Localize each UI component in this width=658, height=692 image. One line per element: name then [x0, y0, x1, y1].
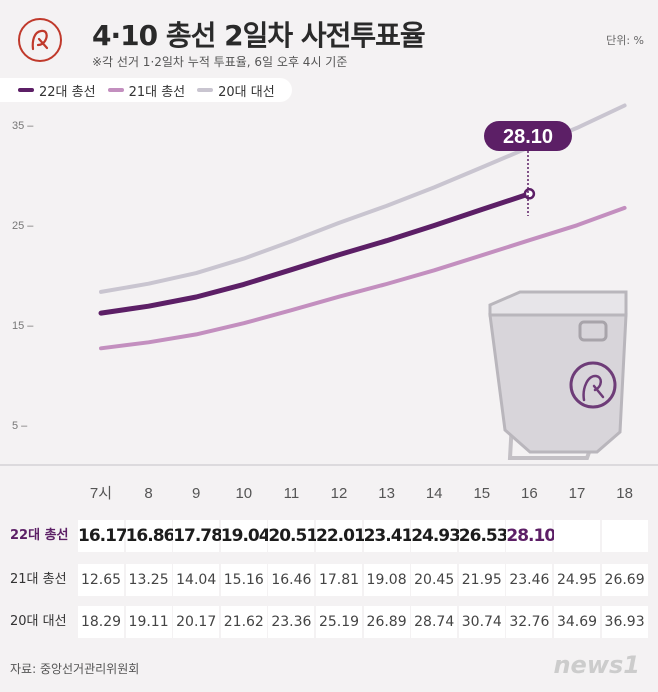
table-cell: 28.74 — [411, 606, 458, 638]
table-cell: 19.08 — [363, 564, 410, 596]
legend: 22대 총선 21대 총선 20대 대선 — [0, 78, 292, 102]
table-cell: 23.36 — [268, 606, 315, 638]
x-tick-label: 12 — [331, 485, 348, 502]
x-tick-label: 15 — [473, 485, 490, 502]
table-cell: 32.76 — [506, 606, 553, 638]
table-cell: 28.10 — [506, 520, 556, 552]
y-tick-label: 25 – — [12, 220, 34, 232]
table-cell: 20.45 — [411, 564, 458, 596]
table-cell: 19.04 — [220, 520, 271, 552]
y-tick-label: 15 – — [12, 320, 34, 332]
table-cell: 12.65 — [78, 564, 124, 596]
page-subtitle: ※각 선거 1·2일차 누적 투표율, 6일 오후 4시 기준 — [92, 55, 348, 69]
table-cell: 24.95 — [554, 564, 600, 596]
table-cell: 19.11 — [125, 606, 172, 638]
table-cell: 16.46 — [268, 564, 315, 596]
x-tick-label: 10 — [235, 485, 252, 502]
table-cell: 30.74 — [458, 606, 505, 638]
table-cell: 24.93 — [411, 520, 461, 552]
table-cell: 17.81 — [316, 564, 362, 596]
table-row-21: 21대 총선 12.65 13.25 14.04 15.16 16.46 17.81 19.… — [0, 562, 658, 598]
x-tick-label: 7시 — [90, 485, 112, 502]
table-cell: 20.17 — [173, 606, 220, 638]
row-label: 21대 총선 — [10, 572, 67, 587]
table-row-20: 20대 대선 18.29 19.11 20.17 21.62 23.36 25.19 26.… — [0, 604, 658, 640]
x-axis-labels: 7시 8 9 10 11 12 13 14 15 16 17 18 — [90, 485, 633, 502]
unit-label: 단위: % — [606, 34, 644, 47]
table-cell — [601, 520, 648, 552]
x-tick-label: 9 — [192, 485, 200, 502]
legend-line-20-icon — [197, 88, 214, 92]
table-cell: 34.69 — [554, 606, 600, 638]
table-cell: 22.01 — [316, 520, 366, 552]
table-cell: 17.78 — [173, 520, 223, 552]
page-title: 4·10 총선 2일차 사전투표율 — [92, 19, 426, 52]
source-note: 자료: 중앙선거관리위원회 — [10, 662, 140, 676]
election-stamp-logo-icon — [18, 18, 62, 62]
table-row-22: 22대 총선 16.17 16.86 17.78 19.04 20.51 22.01 23.… — [0, 518, 658, 554]
table-cell: 23.46 — [506, 564, 553, 596]
x-tick-label: 13 — [378, 485, 395, 502]
x-tick-label: 16 — [521, 485, 538, 502]
legend-label: 20대 대선 — [218, 84, 275, 100]
series-line-1 — [99, 205, 627, 351]
callout-value: 28.10 — [503, 126, 553, 148]
series-line-0 — [98, 191, 532, 316]
x-tick-label: 18 — [616, 485, 633, 502]
callout-badge — [484, 121, 572, 151]
legend-item-22: 22대 총선 — [18, 81, 96, 100]
table-cell: 26.69 — [601, 564, 648, 596]
header: 4·10 총선 2일차 사전투표율 ※각 선거 1·2일차 누적 투표율, 6일… — [0, 0, 658, 80]
table-cell: 26.53 — [458, 520, 509, 552]
table-cell: 25.19 — [316, 606, 362, 638]
highlight-point — [523, 188, 536, 200]
x-tick-label: 14 — [426, 485, 443, 502]
table-cell: 13.25 — [125, 564, 172, 596]
table-cell: 23.41 — [363, 520, 413, 552]
x-tick-label: 8 — [144, 485, 152, 502]
table-cell: 21.95 — [458, 564, 505, 596]
table-cell: 26.89 — [363, 606, 410, 638]
x-tick-label: 17 — [569, 485, 586, 502]
row-label: 20대 대선 — [10, 614, 67, 629]
y-tick-label: 5 – — [12, 420, 28, 432]
line-chart: 5 – 15 – 25 – 35 – 28.10 7시 8 9 10 11 12 13 14 15 16… — [0, 103, 658, 502]
x-tick-label: 11 — [284, 485, 300, 502]
brand-logo: news1 — [553, 651, 640, 679]
table-cell: 15.16 — [220, 564, 267, 596]
y-tick-label: 35 – — [12, 120, 34, 132]
y-axis: 5 – 15 – 25 – 35 – — [12, 120, 34, 432]
table-cell: 16.17 — [78, 520, 128, 552]
legend-line-21-icon — [107, 88, 124, 92]
row-label: 22대 총선 — [10, 528, 69, 543]
table-cell: 36.93 — [601, 606, 648, 638]
ballot-box-icon — [488, 290, 628, 460]
table-cell: 18.29 — [78, 606, 124, 638]
callout: 28.10 — [484, 121, 572, 216]
table-cell: 21.62 — [220, 606, 267, 638]
table-cell: 14.04 — [173, 564, 220, 596]
table-cell — [554, 520, 600, 552]
legend-line-22-icon — [18, 88, 34, 92]
legend-item-21: 21대 총선 — [107, 81, 186, 100]
legend-label: 22대 총선 — [39, 84, 96, 100]
legend-label: 21대 총선 — [128, 84, 186, 100]
table-cell: 20.51 — [268, 520, 318, 552]
legend-item-20: 20대 대선 — [197, 81, 275, 100]
table-cell: 16.86 — [125, 520, 175, 552]
